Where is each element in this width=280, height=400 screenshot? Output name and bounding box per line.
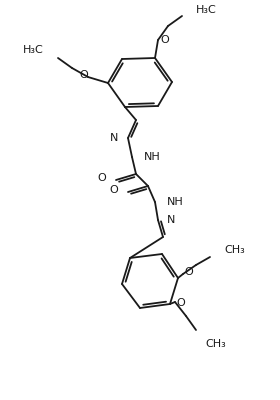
Text: CH₃: CH₃	[224, 245, 245, 255]
Text: H₃C: H₃C	[196, 5, 217, 15]
Text: O: O	[109, 185, 118, 195]
Text: N: N	[110, 133, 118, 143]
Text: O: O	[176, 298, 185, 308]
Text: O: O	[79, 70, 88, 80]
Text: H₃C: H₃C	[23, 45, 44, 55]
Text: O: O	[160, 35, 169, 45]
Text: CH₃: CH₃	[205, 339, 226, 349]
Text: O: O	[97, 173, 106, 183]
Text: NH: NH	[167, 197, 184, 207]
Text: O: O	[184, 267, 193, 277]
Text: N: N	[167, 215, 175, 225]
Text: NH: NH	[144, 152, 161, 162]
